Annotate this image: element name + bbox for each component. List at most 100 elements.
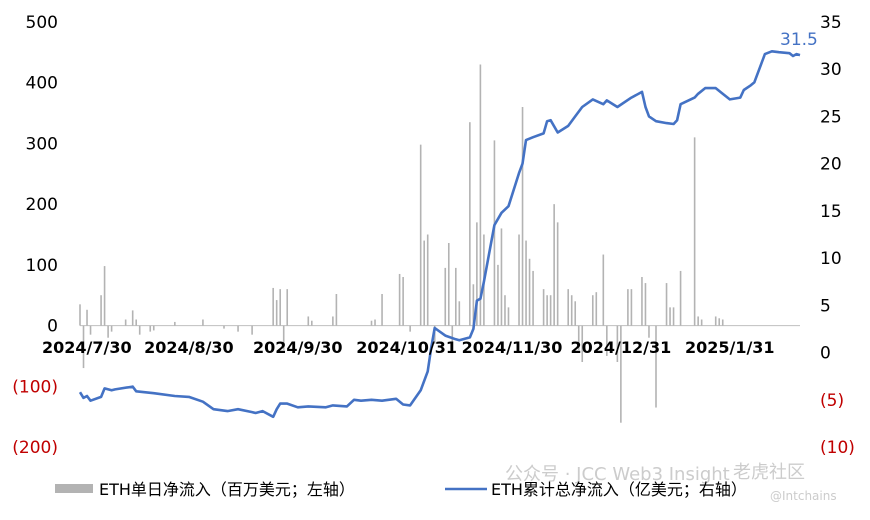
right-tick-label: 15 [820, 202, 842, 222]
daily-inflow-bar [423, 240, 425, 326]
daily-inflow-bar [103, 266, 106, 326]
x-tick-label: 2024/11/30 [462, 338, 563, 357]
daily-inflow-bar [426, 234, 429, 326]
daily-inflow-bar [497, 264, 499, 326]
daily-inflow-bar [665, 283, 668, 326]
daily-inflow-bar [648, 325, 650, 338]
daily-inflow-bar [525, 240, 527, 326]
daily-inflow-bar [110, 325, 113, 332]
daily-inflow-bar [419, 144, 422, 326]
daily-inflow-bar [311, 320, 313, 326]
daily-inflow-bar [549, 295, 552, 326]
legend-bar-swatch [55, 484, 93, 493]
left-tick-label: 500 [26, 13, 58, 33]
daily-inflow-bar [152, 325, 155, 331]
daily-inflow-bar [479, 64, 482, 326]
daily-inflow-bar [546, 295, 548, 326]
x-tick-label: 2024/7/30 [42, 338, 132, 357]
legend-line-label: ETH累计总净流入（亿美元；右轴） [491, 480, 747, 499]
daily-inflow-bar [507, 307, 510, 326]
daily-inflow-bar [595, 292, 598, 326]
right-tick-label: (5) [820, 391, 844, 411]
daily-inflow-bar [518, 234, 520, 326]
daily-inflow-bar [504, 295, 506, 326]
x-axis-ticks: 2024/7/30 2024/8/30 2024/9/30 2024/10/31 202… [42, 338, 775, 357]
daily-inflow-bar [82, 325, 85, 369]
daily-inflow-bar [381, 294, 383, 326]
left-tick-label: 200 [26, 195, 58, 215]
daily-inflow-bar [398, 273, 401, 326]
daily-inflow-bar [100, 295, 102, 326]
daily-inflow-bar [138, 325, 141, 335]
daily-inflow-bar [630, 289, 633, 326]
daily-inflow-bar [697, 316, 699, 326]
daily-inflow-bar [700, 319, 703, 326]
daily-inflow-bar [542, 289, 545, 326]
left-tick-label: 0 [47, 317, 58, 337]
watermark: 公众号 · JCC Web3 Insight 老虎社区 @Intchains [505, 462, 837, 503]
daily-inflow-bar [89, 325, 92, 335]
daily-inflow-bar [79, 304, 81, 326]
daily-inflow-bar [131, 310, 134, 326]
daily-inflow-bar [86, 309, 88, 326]
daily-inflow-bar [714, 316, 717, 326]
daily-inflow-bar [493, 140, 496, 326]
x-tick-label: 2024/8/30 [144, 338, 234, 357]
x-tick-label: 2024/12/31 [571, 338, 672, 357]
daily-inflow-bar [444, 267, 447, 326]
daily-inflow-bar [528, 258, 531, 326]
right-tick-label: (10) [820, 438, 855, 458]
x-tick-label: 2024/10/31 [356, 338, 457, 357]
daily-inflow-bar [679, 270, 682, 326]
daily-inflow-bar [149, 325, 152, 332]
daily-inflow-bar [476, 222, 478, 326]
left-tick-label: (100) [12, 377, 58, 397]
right-tick-label: 35 [820, 13, 842, 33]
x-tick-label: 2024/9/30 [253, 338, 343, 357]
daily-inflow-bar [627, 289, 629, 326]
daily-inflow-bar [455, 267, 457, 326]
daily-inflow-bar [567, 289, 569, 326]
daily-inflow-bar [107, 325, 109, 338]
daily-inflow-bar [251, 325, 253, 335]
daily-inflow-bar [374, 319, 376, 326]
right-axis-ticks: 35 30 25 20 15 10 5 0 (5) (10) [820, 13, 855, 458]
daily-inflow-bar [174, 321, 176, 326]
daily-inflow-bar [606, 325, 608, 356]
daily-inflow-bar [620, 325, 622, 423]
right-tick-label: 0 [820, 344, 831, 364]
daily-inflow-bar [718, 318, 721, 326]
daily-inflow-bar [458, 301, 461, 326]
daily-inflow-bar [370, 320, 373, 326]
daily-inflow-bar [135, 319, 137, 326]
daily-inflow-bar [669, 307, 671, 326]
daily-inflow-bar [500, 228, 503, 326]
daily-inflow-bar [521, 107, 524, 326]
watermark-line1: 公众号 · JCC Web3 Insight [505, 464, 730, 485]
daily-inflow-bar [602, 254, 605, 326]
left-axis-ticks: 500 400 300 200 100 0 (100) (200) [12, 13, 58, 458]
daily-inflow-bar [402, 277, 404, 326]
daily-inflow-bar [447, 243, 450, 326]
end-value-label: 31.5 [780, 30, 818, 50]
legend-bar-label: ETH单日净流入（百万美元；左轴） [99, 480, 355, 499]
right-tick-label: 10 [820, 249, 842, 269]
legend: ETH单日净流入（百万美元；左轴） ETH累计总净流入（亿美元；右轴） [55, 480, 747, 499]
daily-inflow-bar [721, 319, 724, 326]
daily-inflow-bar [332, 316, 334, 326]
cumulative-inflow-line [78, 50, 801, 419]
daily-inflow-bar [553, 204, 555, 326]
daily-inflow-bar [469, 122, 471, 326]
daily-inflow-bar [202, 319, 204, 326]
daily-inflow-bar [472, 284, 475, 326]
daily-inflow-bar [532, 270, 534, 326]
daily-inflow-bar [286, 289, 289, 326]
daily-inflow-bar [409, 325, 411, 332]
daily-inflow-bar [272, 287, 274, 326]
watermark-line3: @Intchains [770, 489, 837, 503]
x-tick-label: 2025/1/31 [685, 338, 775, 357]
daily-inflow-bars [79, 64, 724, 423]
daily-inflow-bar [556, 222, 559, 326]
daily-inflow-bar [641, 277, 643, 326]
